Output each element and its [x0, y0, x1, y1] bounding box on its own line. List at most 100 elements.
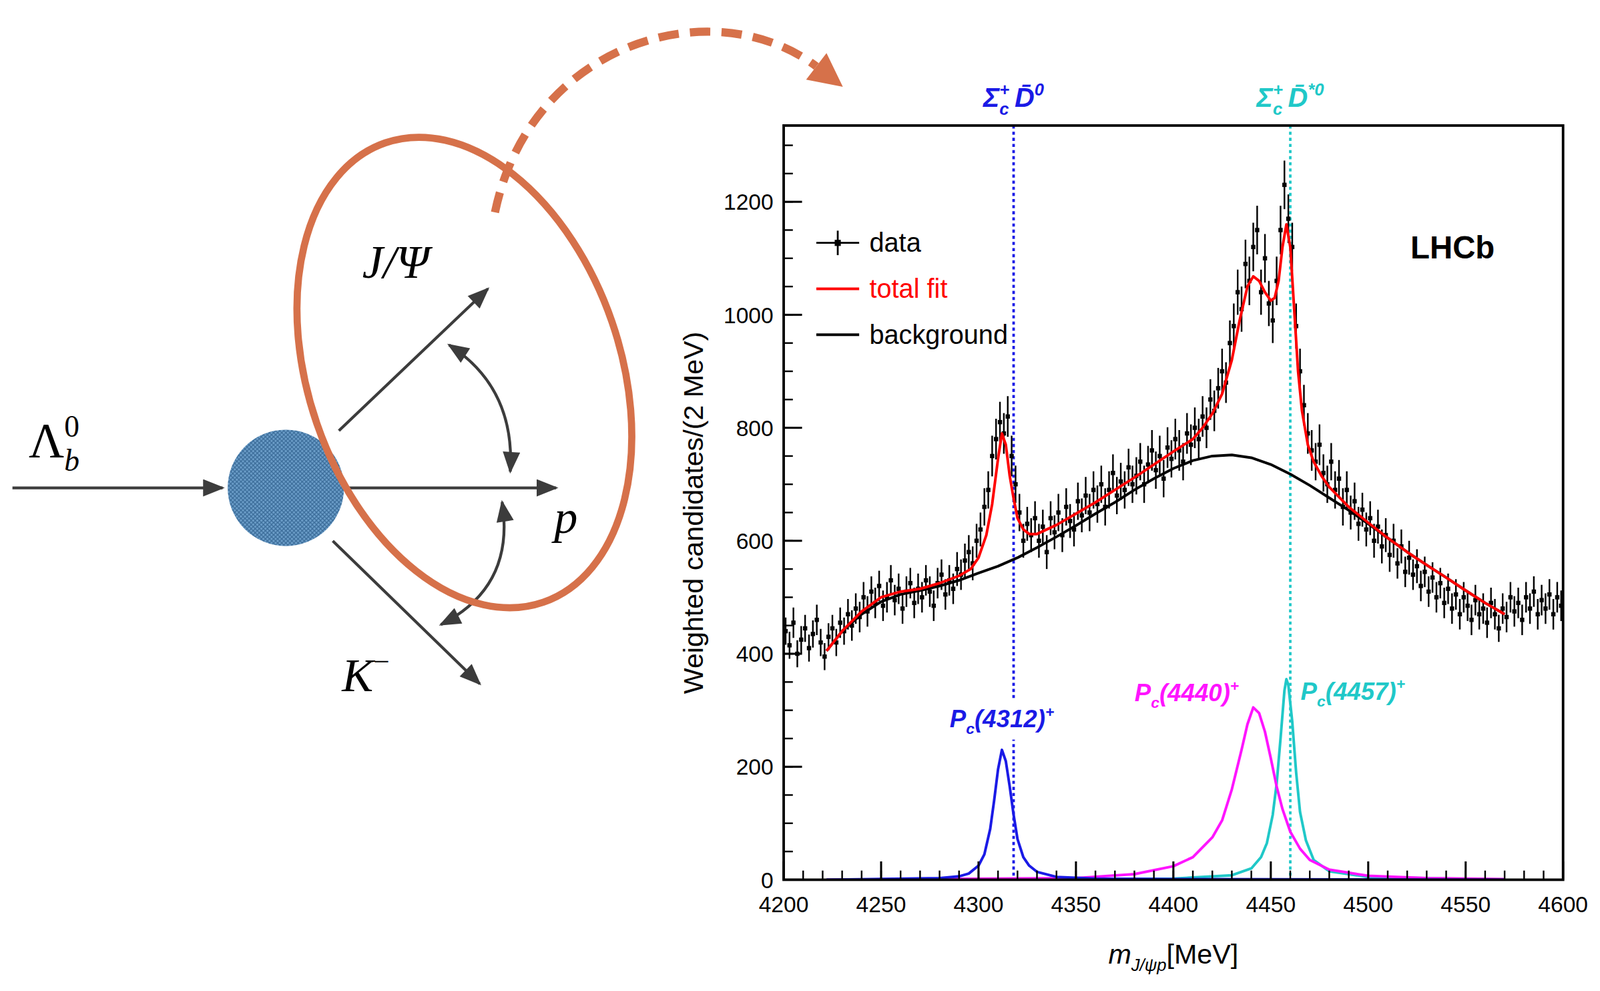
- data-point: [1013, 481, 1018, 486]
- data-point: [1122, 487, 1127, 492]
- y-tick: [783, 426, 803, 429]
- x-tick-label: 4550: [1440, 891, 1491, 917]
- particle-label: Λb0: [28, 409, 80, 478]
- threshold-label: Σc+D̄0: [982, 80, 1044, 119]
- text-part: 0: [64, 409, 80, 444]
- text-part: P: [1300, 677, 1318, 705]
- data-point: [1258, 289, 1263, 294]
- data-point: [1411, 572, 1416, 577]
- x-minor-tick: [1523, 870, 1525, 880]
- y-tick-label: 800: [736, 415, 774, 441]
- legend-label: data: [869, 227, 922, 257]
- data-point: [1504, 614, 1509, 619]
- x-minor-tick: [1172, 870, 1175, 880]
- data-point: [1360, 507, 1365, 512]
- label-patch: [1298, 672, 1408, 712]
- data-point: [911, 600, 916, 605]
- zoom-arrow: [495, 31, 817, 212]
- x-tick-label: 4350: [1051, 891, 1102, 917]
- y-minor-tick: [783, 540, 793, 542]
- data-point: [1063, 504, 1069, 509]
- data-point: [1407, 555, 1412, 560]
- text-part: K: [341, 648, 376, 701]
- x-minor-tick: [1465, 870, 1467, 880]
- data-point: [982, 504, 987, 509]
- data-point: [1367, 515, 1372, 520]
- legend-swatch: [816, 287, 860, 291]
- y-tick: [783, 200, 803, 203]
- text-part: +: [1045, 702, 1054, 721]
- y-minor-tick: [783, 285, 793, 288]
- data-point: [1535, 612, 1540, 617]
- data-point: [1087, 509, 1092, 514]
- data-point: [974, 538, 979, 543]
- text-part: −: [373, 644, 390, 677]
- y-minor-tick: [783, 708, 793, 711]
- label-patch: [1132, 674, 1241, 714]
- y-tick-label: 1200: [723, 189, 774, 215]
- data-point: [1114, 493, 1119, 498]
- data-point: [1371, 538, 1376, 543]
- data-point: [1110, 470, 1115, 475]
- data-point: [1250, 244, 1255, 249]
- y-minor-tick: [783, 257, 793, 259]
- plot-frame: [783, 125, 1564, 880]
- data-point: [1254, 227, 1259, 232]
- x-minor-tick: [1308, 870, 1311, 880]
- data-point: [1418, 583, 1423, 588]
- data-point: [830, 626, 835, 631]
- x-tick-label: 4450: [1245, 891, 1296, 917]
- x-tick-label: 4400: [1148, 891, 1199, 917]
- data-point: [900, 606, 905, 611]
- data-point: [1044, 550, 1049, 555]
- data-point: [1196, 436, 1201, 441]
- data-point: [803, 626, 808, 631]
- peak-label: Pc(4440)+: [1134, 676, 1239, 712]
- y-tick: [783, 313, 803, 316]
- data-point: [1426, 589, 1431, 594]
- data-point: [923, 578, 928, 583]
- text-part: Σ: [982, 82, 1001, 113]
- x-tick: [879, 861, 882, 880]
- y-minor-tick: [783, 652, 793, 655]
- data-point: [1025, 521, 1030, 526]
- y-tick-label: 200: [736, 754, 774, 779]
- text-part: (4312): [974, 704, 1046, 733]
- data-point: [951, 586, 956, 591]
- legend-label: total fit: [869, 273, 948, 304]
- data-point: [1543, 606, 1548, 611]
- data-point: [993, 436, 998, 441]
- data-point: [1126, 465, 1131, 470]
- data-point: [1079, 513, 1084, 518]
- particle-label: K−: [341, 644, 390, 701]
- data-point: [962, 558, 967, 563]
- x-tick: [1561, 861, 1564, 880]
- x-tick: [782, 861, 785, 880]
- x-minor-tick: [1425, 870, 1428, 880]
- peak-curve: [826, 749, 1505, 880]
- data-point: [888, 578, 893, 583]
- data-point: [1539, 597, 1544, 602]
- data-point: [1091, 487, 1096, 492]
- y-minor-tick: [783, 680, 793, 683]
- data-point: [787, 642, 792, 647]
- text-part: 0: [1034, 80, 1044, 99]
- data-point: [908, 580, 913, 585]
- data-point: [811, 631, 816, 636]
- text-part: Σ: [1256, 82, 1275, 113]
- data-point: [1515, 600, 1520, 605]
- data-point: [1434, 594, 1439, 599]
- y-minor-tick: [783, 341, 793, 344]
- x-tick: [1074, 861, 1077, 880]
- label-patch: [947, 700, 1056, 740]
- data-point: [1403, 569, 1408, 574]
- data-point: [1453, 592, 1458, 597]
- legend: datatotal fitbackground: [812, 223, 1012, 354]
- y-minor-tick: [783, 765, 793, 767]
- chart: Pc(4312)+Pc(4440)+Pc(4457)+Σc+D̄0Σc+D̄*0…: [678, 80, 1588, 974]
- x-tick-label: 4250: [856, 891, 907, 917]
- data-point: [1344, 487, 1349, 492]
- text-part: c: [999, 99, 1009, 119]
- data-point: [1511, 608, 1516, 613]
- text-part: m: [1108, 938, 1131, 970]
